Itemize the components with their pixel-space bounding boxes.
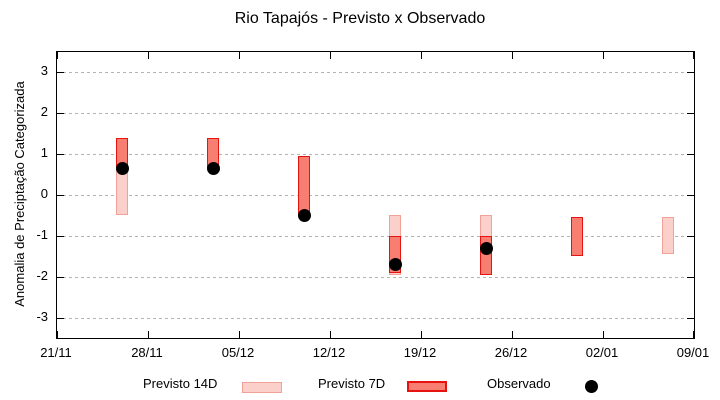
observed-dot (297, 208, 311, 222)
gridline (57, 113, 694, 115)
observed-dot (479, 241, 493, 255)
gridline (57, 195, 694, 196)
x-tick-mark (603, 52, 604, 59)
x-tick-label: 12/12 (312, 345, 346, 360)
x-tick-label: 21/11 (40, 345, 72, 360)
x-tick-mark (239, 52, 240, 59)
y-tick-mark (57, 72, 64, 74)
x-tick-mark (239, 331, 240, 338)
y-tick-label: 0 (40, 186, 48, 201)
x-tick-label: 09/01 (676, 345, 710, 360)
x-tick-mark (330, 331, 331, 338)
y-tick-mark (687, 276, 694, 278)
y-tick-mark (687, 72, 694, 74)
x-tick-label: 05/12 (221, 345, 255, 360)
forecast-7d-bar (571, 217, 583, 257)
gridline (57, 72, 694, 74)
y-tick-label: 1 (40, 145, 48, 161)
legend-swatch-previsto-14d (242, 382, 282, 393)
y-tick-label: 2 (40, 104, 48, 120)
y-tick-label: 3 (40, 63, 48, 79)
forecast-14d-bar (662, 217, 674, 255)
chart-title: Rio Tapajós - Previsto x Observado (234, 10, 486, 27)
x-tick-label: 02/01 (585, 345, 619, 360)
gridline (57, 154, 694, 156)
x-tick-mark (693, 52, 694, 59)
y-tick-mark (57, 276, 64, 278)
x-tick-mark (512, 52, 513, 59)
legend-swatch-previsto-7d (407, 381, 447, 392)
x-tick-mark (603, 331, 604, 338)
y-tick-label: -2 (36, 267, 48, 283)
y-tick-label: -3 (36, 308, 48, 324)
y-tick-mark (57, 154, 64, 156)
x-tick-mark (148, 331, 149, 338)
x-tick-mark (512, 331, 513, 338)
y-tick-mark (687, 154, 694, 156)
y-tick-mark (57, 235, 64, 237)
gridline (57, 235, 694, 237)
y-tick-label: -1 (36, 226, 48, 242)
plot-area (56, 51, 695, 339)
x-tick-mark (148, 52, 149, 59)
forecast-14d-bar (116, 168, 128, 216)
x-tick-label: 19/12 (403, 345, 437, 360)
y-tick-mark (57, 113, 64, 115)
x-tick-mark (421, 52, 422, 59)
y-tick-mark (687, 317, 694, 319)
y-tick-mark (687, 195, 694, 196)
x-tick-mark (421, 331, 422, 338)
x-tick-mark (57, 331, 58, 338)
legend-label-observado: Observado (487, 376, 551, 391)
gridline (57, 317, 694, 319)
x-tick-mark (693, 331, 694, 338)
y-tick-mark (57, 317, 64, 319)
observed-dot (206, 161, 220, 175)
y-tick-mark (687, 113, 694, 115)
legend-label-previsto-7d: Previsto 7D (318, 376, 386, 391)
observed-dot (388, 257, 402, 271)
x-tick-mark (57, 52, 58, 59)
y-tick-mark (687, 235, 694, 237)
observed-dot (115, 161, 129, 175)
legend-label-previsto-14d: Previsto 14D (143, 376, 218, 391)
forecast-7d-bar (298, 156, 310, 216)
legend-observed-dot-icon (585, 380, 598, 393)
x-tick-mark (330, 52, 331, 59)
gridline (57, 276, 694, 278)
x-tick-label: 28/11 (131, 345, 163, 360)
x-tick-label: 26/12 (494, 345, 528, 360)
y-tick-mark (57, 195, 64, 196)
